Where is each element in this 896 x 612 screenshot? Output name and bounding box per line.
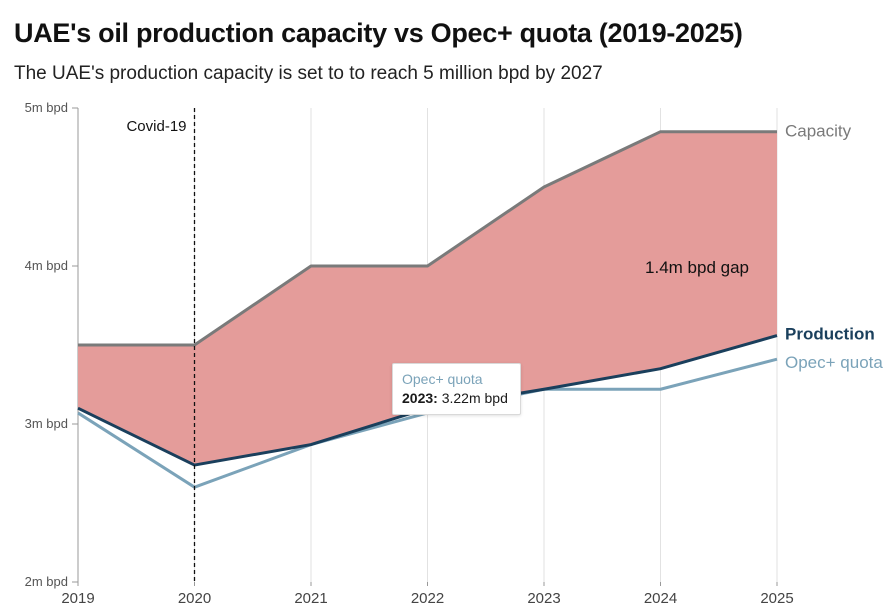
- capacity-point-2025: [776, 130, 779, 133]
- capacity-point-2022: [426, 265, 429, 268]
- x-tick-label-2022: 2022: [411, 590, 444, 607]
- production-point-2025: [776, 334, 779, 337]
- covid-label: Covid-19: [126, 118, 186, 135]
- x-tick-label-2020: 2020: [178, 590, 211, 607]
- quota-series-label: Opec+ quota: [785, 353, 883, 372]
- tooltip-year: 2023: [402, 390, 434, 406]
- capacity-line: [78, 130, 777, 347]
- production-series-label: Production: [785, 325, 875, 344]
- y-tick-label: 4m bpd: [25, 258, 68, 273]
- quota-point-2025: [776, 358, 779, 361]
- x-tick-label-2021: 2021: [294, 590, 327, 607]
- quota-tooltip: Opec+ quota 2023: 3.22m bpd: [392, 363, 521, 415]
- gap-label: 1.4m bpd gap: [645, 258, 749, 277]
- y-tick-label: 5m bpd: [25, 100, 68, 115]
- production-point-2019: [77, 407, 80, 410]
- quota-point-2021: [310, 443, 313, 446]
- quota-point-2024: [659, 388, 662, 391]
- x-tick-label-2023: 2023: [527, 590, 560, 607]
- production-point-2024: [659, 367, 662, 370]
- tooltip-value: 3.22m bpd: [441, 390, 508, 406]
- y-tick-label: 2m bpd: [25, 574, 68, 589]
- x-tick-label-2024: 2024: [644, 590, 677, 607]
- quota-point-2019: [77, 411, 80, 414]
- capacity-point-2021: [310, 265, 313, 268]
- quota-point-2023: [543, 388, 546, 391]
- chart-subtitle: The UAE's production capacity is set to …: [14, 63, 603, 84]
- capacity-series-label: Capacity: [785, 122, 852, 141]
- chart-title: UAE's oil production capacity vs Opec+ q…: [14, 18, 743, 48]
- capacity-point-2019: [77, 344, 80, 347]
- capacity-point-2023: [543, 186, 546, 189]
- x-tick-label-2019: 2019: [61, 590, 94, 607]
- x-tick-label-2025: 2025: [760, 590, 793, 607]
- tooltip-colon: :: [433, 390, 438, 406]
- tooltip-series: Opec+ quota: [402, 371, 483, 387]
- y-tick-label: 3m bpd: [25, 416, 68, 431]
- gap-area: [78, 131, 777, 466]
- capacity-point-2024: [659, 130, 662, 133]
